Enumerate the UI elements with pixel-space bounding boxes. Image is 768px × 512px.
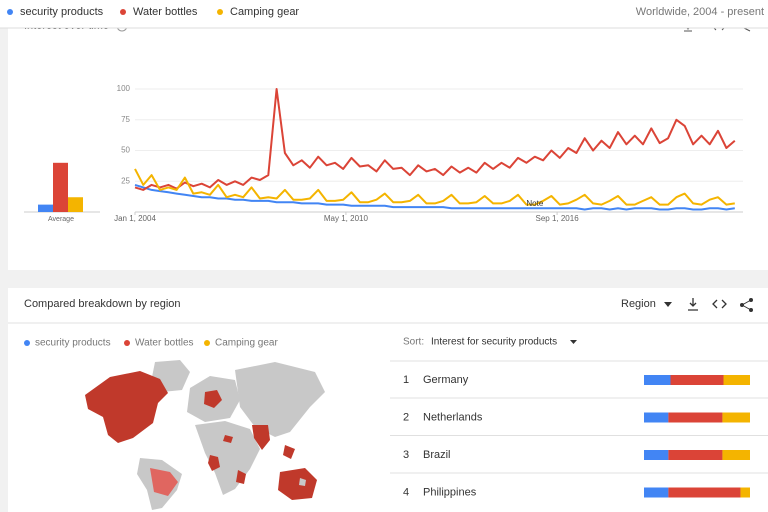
legend-dot [124,340,130,346]
header: Worldwide, 2004 - present security produ… [7,6,764,18]
share-bar [722,450,750,460]
card-title: Compared breakdown by region [24,298,181,310]
rank: 1 [403,374,409,386]
dropdown-arrow[interactable] [664,302,672,307]
region-name[interactable]: Germany [423,374,469,386]
download-icon[interactable] [688,298,698,311]
region-name[interactable]: Netherlands [423,411,483,423]
line-series [134,88,736,191]
share-bar [668,450,723,460]
embed-icon[interactable] [712,299,727,309]
world-map [85,360,325,510]
rank: 2 [403,411,409,423]
legend-label: security products [35,338,111,349]
sort-label: Sort: [403,337,424,348]
rank: 4 [403,486,409,498]
share-bar [644,412,669,423]
legend-dot [120,9,126,15]
y-tick-label: 50 [121,146,130,155]
average-bar [53,162,68,212]
average-label: Average [48,216,74,223]
share-bar [668,487,741,498]
y-tick-label: 75 [121,115,130,124]
line-series [134,168,735,206]
average-bar [38,204,53,212]
share-bar [723,375,750,385]
rank: 3 [403,449,409,461]
scope: Worldwide, 2004 - present [636,6,764,18]
x-tick-label: Sep 1, 2016 [536,214,580,223]
legend-dot [7,9,13,15]
average-bar [68,197,83,212]
share-bar [644,375,671,385]
region-name[interactable]: Philippines [423,486,477,498]
share-bar [670,375,724,385]
legend-dot [24,340,30,346]
card [8,20,768,270]
y-tick-label: 100 [117,84,131,93]
share-bar [668,412,723,423]
legend-dot [217,9,223,15]
share-bar [722,412,750,423]
x-tick-label: Jan 1, 2004 [114,214,156,223]
share-bar [644,487,669,498]
legend-label: Camping gear [215,338,278,349]
legend-label[interactable]: Water bottles [133,6,198,18]
legend-dot [204,340,210,346]
share-bar [644,450,669,460]
legend-label: Water bottles [135,338,194,349]
plots: security products Water bottles Camping ge… [24,84,768,498]
y-tick-label: 25 [121,176,130,185]
sort-select[interactable]: Interest for security products [431,337,557,348]
region-select[interactable]: Region [621,298,656,310]
x-tick-label: May 1, 2010 [324,214,369,223]
dropdown-arrow[interactable] [570,340,577,344]
region-name[interactable]: Brazil [423,449,451,461]
share-bar [740,487,750,498]
share-icon[interactable] [740,298,753,312]
annotation[interactable]: Note [526,199,543,208]
legend-label[interactable]: Camping gear [230,6,299,18]
legend-label[interactable]: security products [20,6,104,18]
line-series [134,183,735,211]
header-bar [0,0,768,28]
